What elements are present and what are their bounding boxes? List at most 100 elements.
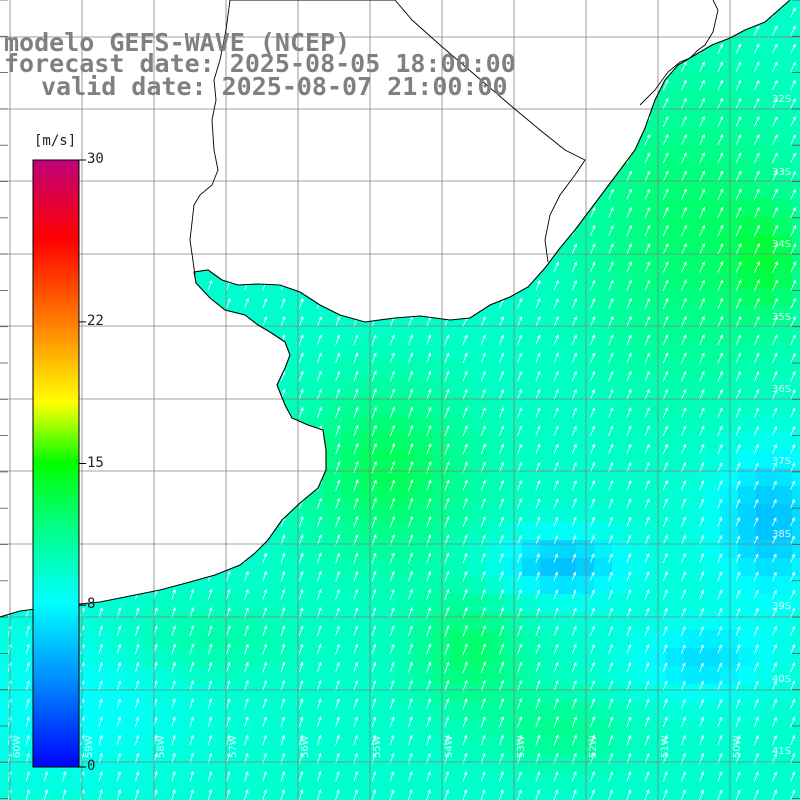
field-cell bbox=[342, 792, 361, 800]
field-cell bbox=[306, 558, 325, 577]
wind-arrow bbox=[298, 370, 304, 382]
wind-arrow bbox=[298, 607, 304, 618]
field-cell bbox=[720, 612, 739, 631]
wind-arrow bbox=[535, 643, 541, 655]
wind-arrow bbox=[207, 152, 213, 163]
field-cell bbox=[648, 702, 667, 721]
wind-arrow bbox=[335, 552, 340, 564]
wind-arrow bbox=[262, 152, 268, 163]
field-cell bbox=[378, 306, 397, 325]
field-cell bbox=[180, 522, 199, 541]
wind-arrow bbox=[553, 352, 559, 364]
field-cell bbox=[270, 702, 289, 721]
wind-arrow bbox=[389, 170, 395, 182]
field-cell bbox=[342, 774, 361, 793]
wind-arrow bbox=[626, 407, 632, 418]
field-cell bbox=[18, 738, 37, 757]
wind-arrow bbox=[408, 279, 413, 291]
wind-arrow bbox=[571, 516, 577, 527]
field-cell bbox=[342, 414, 361, 433]
wind-arrow bbox=[408, 607, 413, 619]
wind-arrow bbox=[517, 261, 523, 273]
wind-arrow bbox=[353, 261, 359, 273]
wind-arrow bbox=[644, 243, 651, 255]
field-cell bbox=[594, 252, 613, 271]
field-cell bbox=[720, 540, 739, 559]
field-cell bbox=[288, 144, 307, 163]
field-cell bbox=[396, 396, 415, 415]
wind-arrow bbox=[389, 552, 395, 564]
wind-arrow bbox=[681, 134, 687, 146]
wind-arrow bbox=[480, 297, 486, 309]
field-cell bbox=[342, 342, 361, 361]
wind-arrow bbox=[699, 425, 705, 436]
field-cell bbox=[288, 648, 307, 667]
wind-arrow bbox=[98, 516, 103, 527]
field-cell bbox=[576, 756, 595, 775]
field-cell bbox=[324, 558, 343, 577]
field-cell bbox=[108, 306, 127, 325]
field-cell bbox=[486, 414, 505, 433]
wind-arrow bbox=[535, 770, 541, 782]
wind-arrow bbox=[371, 261, 377, 273]
field-cell bbox=[486, 540, 505, 559]
wind-arrow bbox=[699, 771, 705, 782]
field-cell bbox=[576, 684, 595, 703]
wind-arrow bbox=[44, 115, 49, 127]
wind-arrow bbox=[207, 170, 213, 182]
wind-arrow bbox=[790, 680, 796, 691]
field-cell bbox=[360, 756, 379, 775]
field-cell bbox=[612, 396, 631, 415]
wind-arrow bbox=[98, 479, 104, 491]
field-cell bbox=[522, 72, 541, 91]
field-cell bbox=[234, 0, 253, 19]
field-cell bbox=[162, 108, 181, 127]
wind-arrow bbox=[590, 297, 596, 309]
wind-arrow bbox=[753, 134, 760, 146]
wind-arrow bbox=[462, 334, 468, 345]
field-cell bbox=[738, 342, 757, 361]
field-cell bbox=[162, 252, 181, 271]
field-cell bbox=[378, 774, 397, 793]
wind-arrow bbox=[226, 625, 231, 637]
field-cell bbox=[504, 540, 523, 559]
wind-arrow bbox=[189, 789, 194, 800]
wind-arrow bbox=[499, 316, 504, 327]
wind-arrow bbox=[280, 134, 286, 145]
wind-arrow bbox=[353, 661, 358, 673]
field-cell bbox=[432, 756, 451, 775]
field-cell bbox=[90, 774, 109, 793]
wind-arrow bbox=[499, 261, 504, 273]
field-cell bbox=[144, 378, 163, 397]
wind-arrow bbox=[135, 334, 140, 345]
field-cell bbox=[792, 630, 800, 649]
field-cell bbox=[216, 342, 235, 361]
wind-arrow bbox=[499, 207, 505, 218]
wind-arrow bbox=[662, 79, 669, 91]
wind-arrow bbox=[626, 315, 632, 328]
wind-arrow bbox=[535, 79, 541, 91]
wind-arrow bbox=[735, 771, 741, 782]
field-cell bbox=[126, 342, 145, 361]
wind-arrow bbox=[353, 424, 359, 437]
wind-arrow bbox=[262, 370, 268, 382]
field-cell bbox=[486, 738, 505, 757]
wind-arrow bbox=[517, 97, 523, 109]
wind-arrow bbox=[116, 570, 122, 582]
wind-arrow bbox=[790, 571, 795, 582]
wind-arrow bbox=[480, 789, 486, 800]
field-cell bbox=[432, 558, 451, 577]
field-cell bbox=[324, 738, 343, 757]
wind-arrow bbox=[772, 662, 777, 673]
field-cell bbox=[702, 414, 721, 433]
wind-arrow bbox=[207, 188, 213, 200]
field-cell bbox=[486, 360, 505, 379]
field-cell bbox=[432, 108, 451, 127]
wind-arrow bbox=[353, 134, 359, 145]
field-cell bbox=[162, 126, 181, 145]
field-cell bbox=[306, 630, 325, 649]
wind-arrow bbox=[517, 407, 523, 418]
wind-arrow bbox=[681, 43, 687, 54]
wind-arrow bbox=[571, 134, 578, 145]
wind-arrow bbox=[753, 7, 760, 18]
